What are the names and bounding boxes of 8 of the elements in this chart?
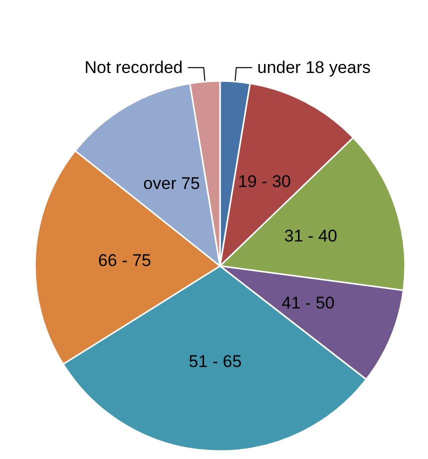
slice-label: under 18 years — [257, 58, 371, 78]
slice-label: 66 - 75 — [98, 251, 152, 270]
slice-label: 51 - 65 — [188, 352, 242, 371]
slice-label: over 75 — [143, 174, 200, 194]
slice-label: 41 - 50 — [282, 293, 335, 312]
slice-label: 19 - 30 — [238, 172, 291, 191]
slice-label: 31 - 40 — [284, 226, 338, 246]
slice-label: Not recorded — [84, 58, 183, 78]
